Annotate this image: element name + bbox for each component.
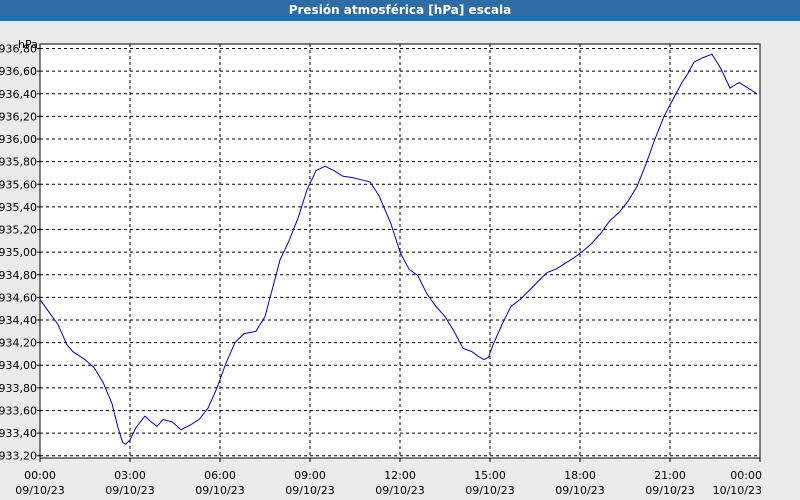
y-tick-label: 936,20 bbox=[0, 110, 37, 123]
y-tick-label: 935,00 bbox=[0, 246, 37, 259]
x-tick-time: 00:00 bbox=[24, 469, 56, 482]
y-tick-label: 936,00 bbox=[0, 133, 37, 146]
x-tick-time: 00:00 bbox=[730, 469, 762, 482]
y-tick-label: 934,80 bbox=[0, 269, 37, 282]
x-tick-date: 09/10/23 bbox=[15, 484, 64, 497]
x-axis-ticks: 00:00 09/10/23 03:00 09/10/23 06:00 09/10/23 0… bbox=[15, 458, 762, 497]
y-tick-label: 933,80 bbox=[0, 382, 37, 395]
x-tick-date: 10/10/23 bbox=[713, 484, 762, 497]
x-tick-time: 21:00 bbox=[654, 469, 686, 482]
y-tick-label: 934,60 bbox=[0, 291, 37, 304]
x-tick-date: 09/10/23 bbox=[375, 484, 424, 497]
y-tick-label: 936,80 bbox=[0, 43, 37, 56]
y-tick-label: 936,40 bbox=[0, 88, 37, 101]
x-tick-time: 09:00 bbox=[294, 469, 326, 482]
x-tick-date: 09/10/23 bbox=[105, 484, 154, 497]
x-tick-date: 09/10/23 bbox=[645, 484, 694, 497]
x-tick-date: 09/10/23 bbox=[195, 484, 244, 497]
x-tick-time: 18:00 bbox=[564, 469, 596, 482]
grid-lines bbox=[40, 44, 760, 458]
x-tick-time: 03:00 bbox=[114, 469, 146, 482]
y-tick-label: 935,40 bbox=[0, 201, 37, 214]
y-tick-label: 936,60 bbox=[0, 65, 37, 78]
x-tick-time: 15:00 bbox=[474, 469, 506, 482]
y-tick-label: 933,60 bbox=[0, 404, 37, 417]
y-tick-label: 933,40 bbox=[0, 427, 37, 440]
y-tick-label: 934,00 bbox=[0, 359, 37, 372]
y-tick-label: 935,60 bbox=[0, 178, 37, 191]
x-tick-time: 06:00 bbox=[204, 469, 236, 482]
x-tick-date: 09/10/23 bbox=[285, 484, 334, 497]
y-tick-label: 934,20 bbox=[0, 337, 37, 350]
y-tick-label: 934,40 bbox=[0, 314, 37, 327]
y-tick-label: 935,20 bbox=[0, 224, 37, 237]
x-tick-date: 09/10/23 bbox=[555, 484, 604, 497]
y-tick-label: 935,80 bbox=[0, 156, 37, 169]
chart-title: Presión atmosférica [hPa] escala bbox=[0, 0, 800, 21]
x-tick-date: 09/10/23 bbox=[465, 484, 514, 497]
x-tick-time: 12:00 bbox=[384, 469, 416, 482]
y-tick-label: 933,20 bbox=[0, 450, 37, 463]
y-axis-unit-label: hPa bbox=[18, 38, 38, 51]
y-axis-ticks: 933,20 933,40 933,60 933,80 934,00 934,20 934,… bbox=[0, 43, 40, 463]
series-line bbox=[39, 53, 758, 446]
